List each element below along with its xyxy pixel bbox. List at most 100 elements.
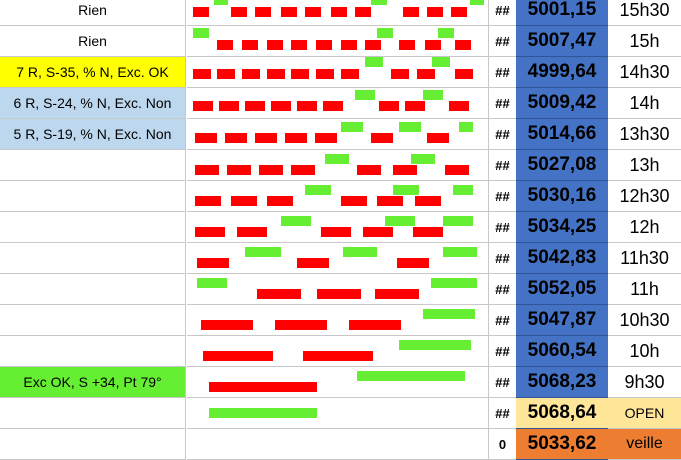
overflow-cell[interactable]: ##: [489, 181, 516, 212]
row-label-cell[interactable]: [0, 150, 186, 181]
time-cell[interactable]: 14h: [608, 88, 681, 119]
red-bar: [259, 165, 283, 175]
bar-pattern-cell[interactable]: [187, 398, 489, 429]
red-bar: [195, 133, 217, 143]
red-bar: [231, 7, 247, 17]
time-cell[interactable]: 11h30: [608, 243, 681, 274]
bar-pattern-cell[interactable]: [187, 150, 489, 181]
time-cell[interactable]: 15h: [608, 26, 681, 57]
time-cell[interactable]: 13h30: [608, 119, 681, 150]
price-cell[interactable]: 5027,08: [516, 150, 608, 181]
green-bar: [399, 122, 421, 132]
time-cell[interactable]: 15h30: [608, 0, 681, 26]
row-label-cell[interactable]: [0, 398, 186, 429]
bar-pattern-cell[interactable]: [187, 57, 489, 88]
bar-pattern-cell[interactable]: [187, 181, 489, 212]
red-bar: [341, 196, 367, 206]
red-bar: [291, 40, 307, 50]
red-bar: [225, 133, 247, 143]
time-cell[interactable]: 12h30: [608, 181, 681, 212]
overflow-cell[interactable]: ##: [489, 336, 516, 367]
red-bar: [391, 69, 409, 79]
red-bar: [365, 40, 381, 50]
row-label-cell[interactable]: 5 R, S-19, % N, Exc. Non: [0, 119, 186, 150]
price-cell[interactable]: 5007,47: [516, 26, 608, 57]
overflow-cell[interactable]: ##: [489, 150, 516, 181]
time-cell[interactable]: 10h30: [608, 305, 681, 336]
bar-pattern-cell[interactable]: [187, 274, 489, 305]
row-label-cell[interactable]: 6 R, S-24, % N, Exc. Non: [0, 88, 186, 119]
time-cell[interactable]: 10h: [608, 336, 681, 367]
bar-pattern-cell[interactable]: [187, 367, 489, 398]
bar-pattern-cell[interactable]: [187, 336, 489, 367]
time-cell[interactable]: 14h30: [608, 57, 681, 88]
price-cell[interactable]: 5068,23: [516, 367, 608, 398]
green-bar: [365, 57, 383, 67]
row-label-cell[interactable]: [0, 305, 186, 336]
overflow-cell[interactable]: ##: [489, 57, 516, 88]
overflow-cell[interactable]: ##: [489, 274, 516, 305]
price-cell[interactable]: 5014,66: [516, 119, 608, 150]
row-label-cell[interactable]: [0, 181, 186, 212]
time-cell[interactable]: veille: [608, 429, 681, 460]
row-label-cell[interactable]: [0, 212, 186, 243]
bar-pattern-cell[interactable]: [187, 119, 489, 150]
price-cell[interactable]: 5001,15: [516, 0, 608, 26]
bar-pattern-cell[interactable]: [187, 26, 489, 57]
green-bar: [214, 0, 228, 5]
red-bar: [209, 382, 317, 392]
overflow-cell[interactable]: ##: [489, 243, 516, 274]
overflow-cell[interactable]: ##: [489, 26, 516, 57]
bar-pattern-cell[interactable]: [187, 0, 489, 26]
time-cell[interactable]: 9h30: [608, 367, 681, 398]
table-row: 6 R, S-24, % N, Exc. Non ## 5009,42 14h: [0, 88, 681, 119]
time-cell[interactable]: 12h: [608, 212, 681, 243]
bar-pattern-cell[interactable]: [187, 88, 489, 119]
price-cell[interactable]: 5033,62: [516, 429, 608, 460]
red-bar: [242, 40, 258, 50]
row-label-cell[interactable]: Rien: [0, 26, 186, 57]
bar-pattern-cell[interactable]: [187, 429, 489, 460]
overflow-cell[interactable]: ##: [489, 398, 516, 429]
red-bar: [197, 258, 229, 268]
red-bar: [291, 69, 309, 79]
row-label-cell[interactable]: Exc OK, S +34, Pt 79°: [0, 367, 186, 398]
overflow-cell[interactable]: ##: [489, 305, 516, 336]
red-bar: [321, 227, 351, 237]
bar-pattern-cell[interactable]: [187, 243, 489, 274]
price-cell[interactable]: 5034,25: [516, 212, 608, 243]
bar-pattern-cell[interactable]: [187, 305, 489, 336]
overflow-cell[interactable]: ##: [489, 212, 516, 243]
row-label-cell[interactable]: [0, 429, 186, 460]
row-label-cell[interactable]: 7 R, S-35, % N, Exc. OK: [0, 57, 186, 88]
overflow-cell[interactable]: ##: [489, 119, 516, 150]
red-bar: [427, 7, 443, 17]
price-cell[interactable]: 5052,05: [516, 274, 608, 305]
time-cell[interactable]: 11h: [608, 274, 681, 305]
time-cell[interactable]: 13h: [608, 150, 681, 181]
row-label-cell[interactable]: [0, 243, 186, 274]
overflow-cell[interactable]: ##: [489, 367, 516, 398]
red-bar: [271, 101, 291, 111]
row-label-cell[interactable]: Rien: [0, 0, 186, 26]
price-cell[interactable]: 5047,87: [516, 305, 608, 336]
bar-pattern-cell[interactable]: [187, 212, 489, 243]
red-bar: [425, 40, 441, 50]
overflow-cell[interactable]: ##: [489, 88, 516, 119]
price-cell[interactable]: 5060,54: [516, 336, 608, 367]
red-bar: [227, 165, 251, 175]
price-cell[interactable]: 5030,16: [516, 181, 608, 212]
overflow-cell[interactable]: 0: [489, 429, 516, 460]
overflow-cell[interactable]: ##: [489, 0, 516, 26]
time-cell[interactable]: OPEN: [608, 398, 681, 429]
price-cell[interactable]: 5042,83: [516, 243, 608, 274]
price-cell[interactable]: 5009,42: [516, 88, 608, 119]
green-bar: [325, 154, 349, 164]
row-label-cell[interactable]: [0, 274, 186, 305]
green-bar: [443, 247, 477, 257]
row-label-cell[interactable]: [0, 336, 186, 367]
price-cell[interactable]: 5068,64: [516, 398, 608, 429]
green-bar: [371, 0, 387, 5]
price-cell[interactable]: 4999,64: [516, 57, 608, 88]
table-row: ## 5034,25 12h: [0, 212, 681, 243]
